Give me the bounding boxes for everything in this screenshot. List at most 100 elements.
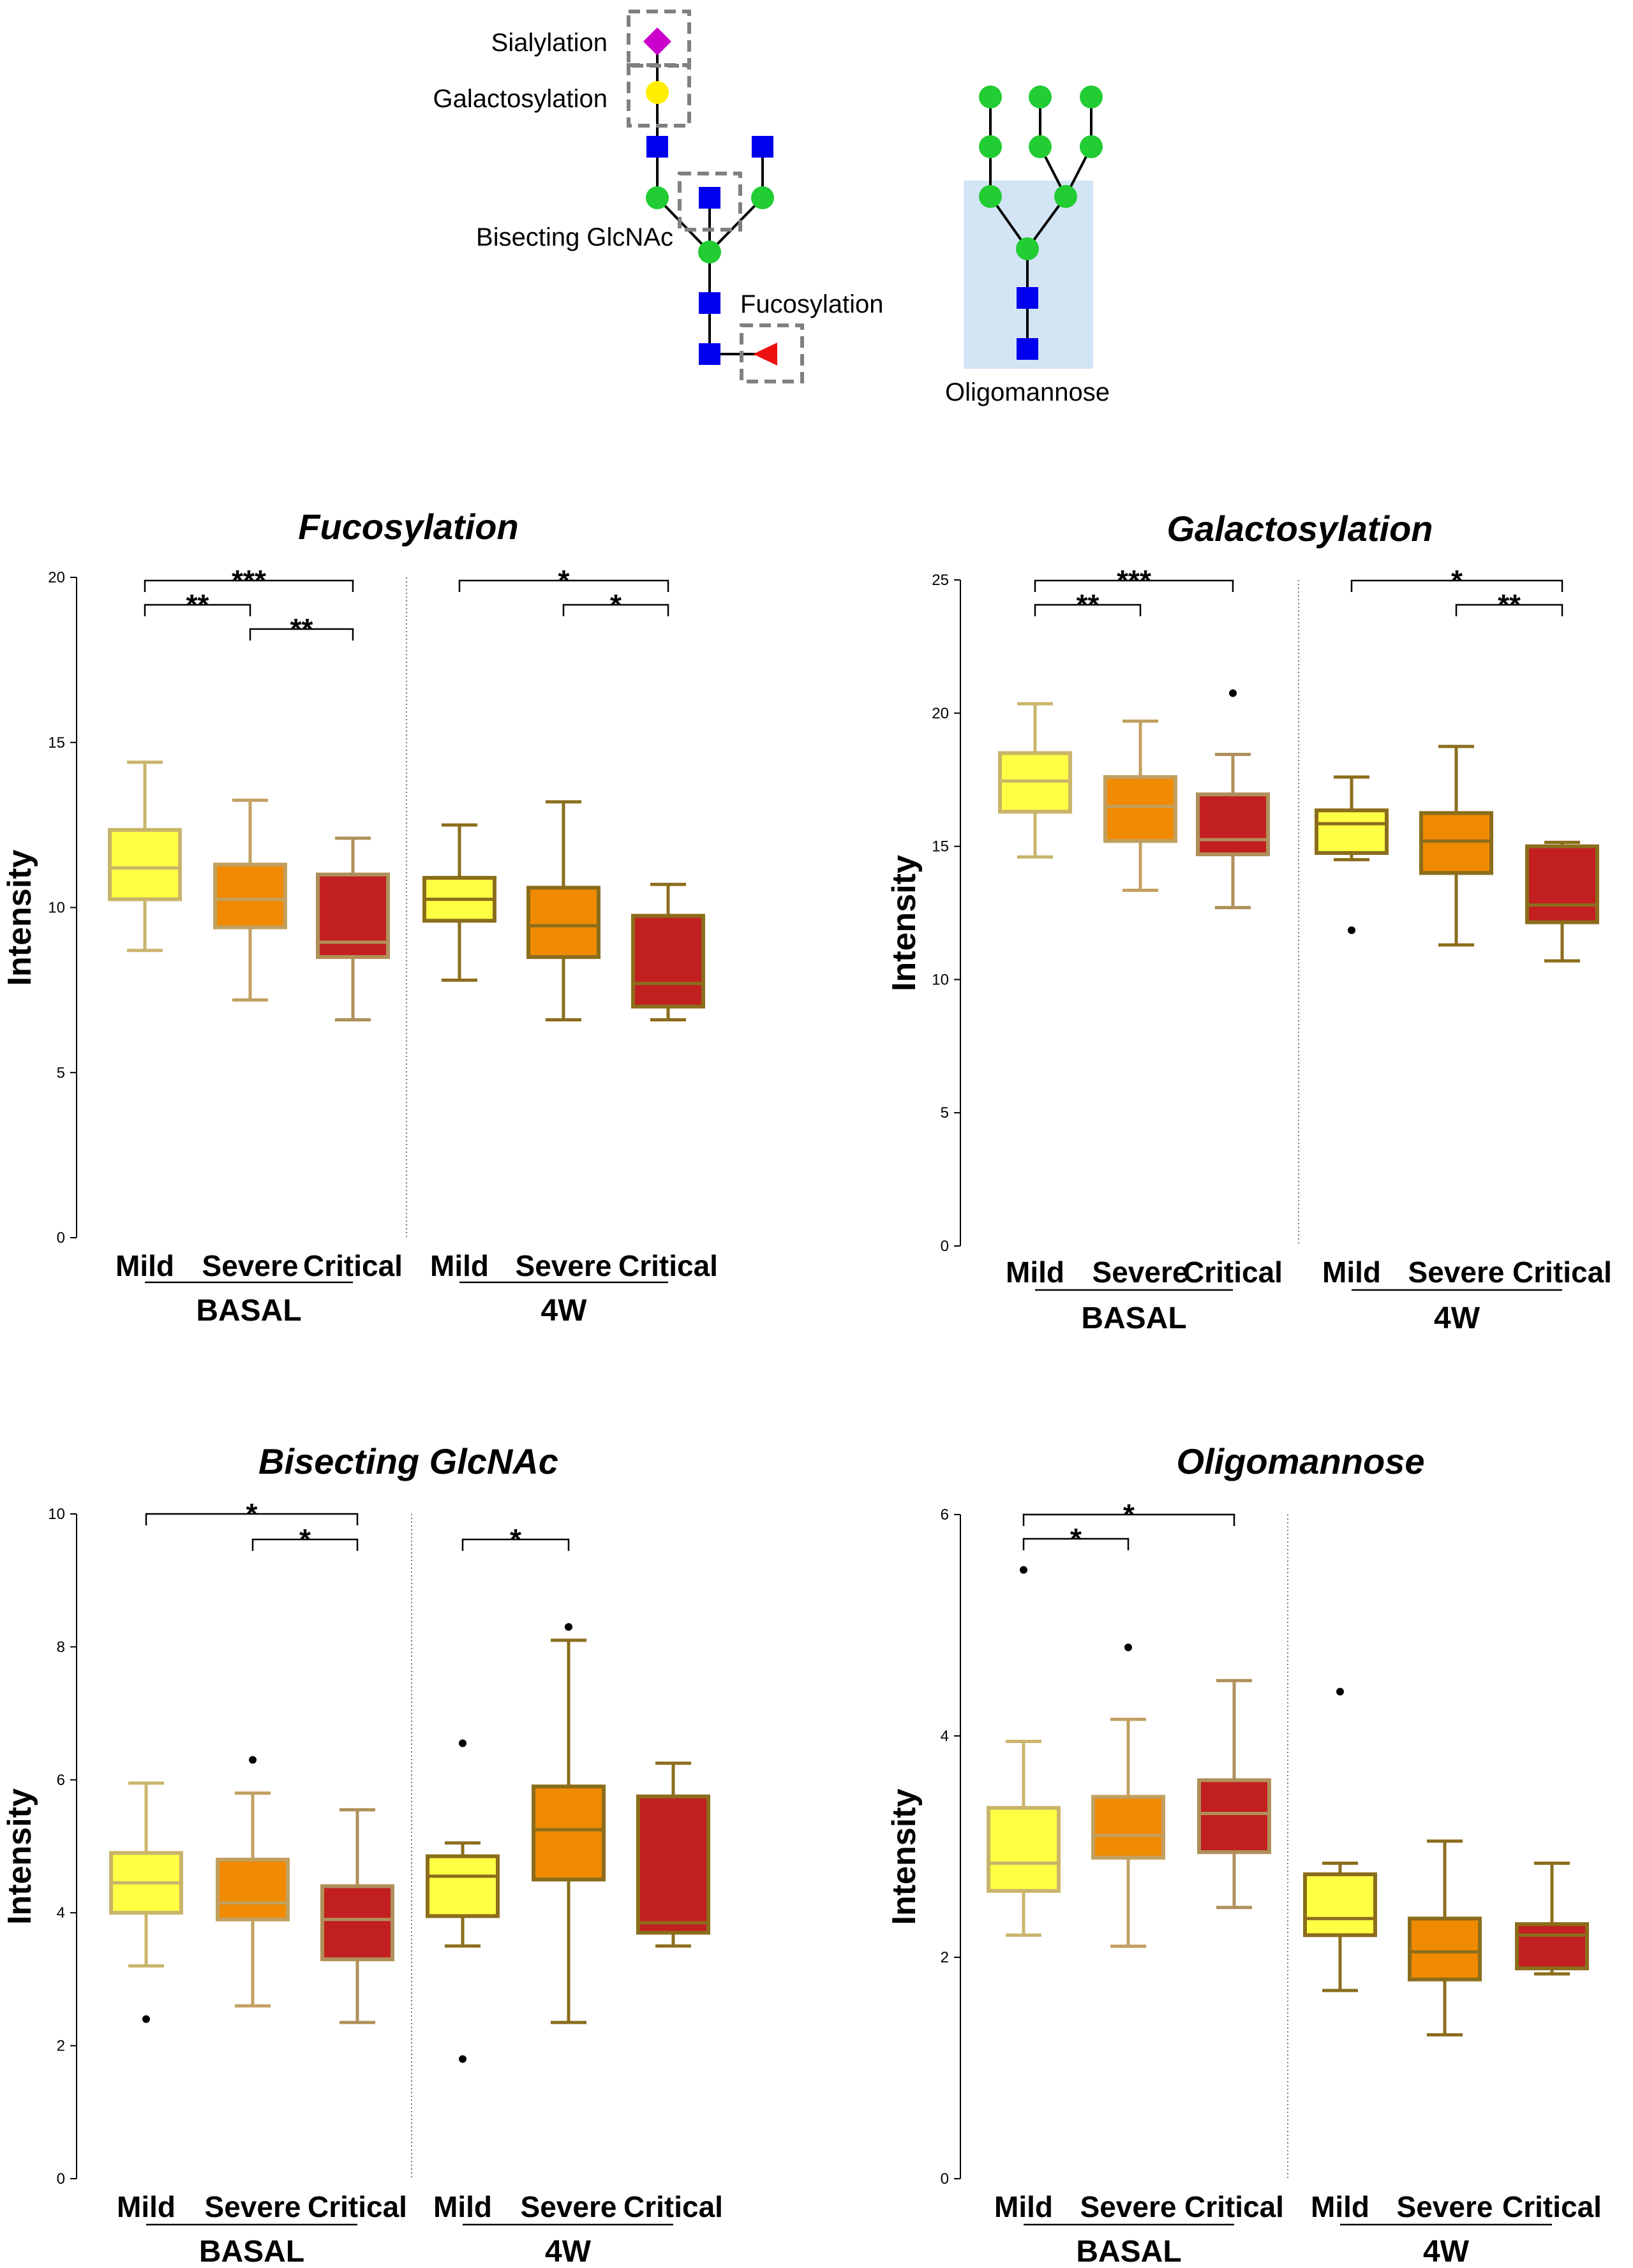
- significance-bracket: *: [251, 1523, 359, 1556]
- mannose-icon: [1029, 135, 1052, 158]
- bracket-line: [1034, 604, 1142, 616]
- glcnac-icon: [699, 343, 720, 365]
- x-category-label: Mild: [1322, 1256, 1381, 1289]
- box-iqr: [316, 872, 390, 960]
- group-label: 4W: [541, 1294, 588, 1328]
- box-critical-basal: [1196, 689, 1270, 910]
- chart-title: Oligomannose: [1177, 1441, 1425, 1481]
- significance-bracket: ***: [144, 564, 354, 597]
- x-category-label: Critical: [1512, 1256, 1612, 1289]
- significance-stars: *: [558, 564, 570, 597]
- significance-bracket: *: [1022, 1498, 1235, 1531]
- galactose-icon: [646, 81, 669, 104]
- x-category-label: Critical: [1184, 2190, 1284, 2223]
- box-mild-4w: [1303, 1687, 1377, 1992]
- box-severe-4w: [532, 1623, 606, 2024]
- significance-stars: ***: [1117, 564, 1151, 597]
- group-label: 4W: [545, 2235, 592, 2268]
- box-iqr: [1525, 844, 1599, 924]
- galactosylation-box: [627, 63, 691, 128]
- sialylation-box: [627, 10, 691, 68]
- bisecting-glcnac-chart: Bisecting GlcNAc 0 2 4 6 8 10 Intensity * * * Mild S…: [1, 1441, 723, 2268]
- bracket-line: [1022, 1513, 1235, 1526]
- x-category-label: Severe: [1080, 2190, 1177, 2223]
- bracket-line: [1022, 1538, 1130, 1550]
- outlier-point: [1348, 926, 1355, 935]
- significance-bracket: ***: [1034, 564, 1234, 597]
- x-category-label: Severe: [205, 2190, 301, 2223]
- y-tick-label: 5: [57, 1064, 65, 1081]
- y-tick-label: 4: [941, 1728, 949, 1745]
- y-tick-label: 6: [941, 1506, 949, 1523]
- box-severe-basal: [213, 798, 287, 1002]
- significance-stars: ***: [232, 564, 266, 597]
- outlier-point: [459, 2055, 466, 2063]
- group-label: BASAL: [196, 1294, 301, 1328]
- bracket-line: [1350, 579, 1563, 592]
- y-tick-label: 15: [932, 838, 949, 856]
- significance-bracket: *: [562, 588, 669, 621]
- box-severe-4w: [1419, 745, 1493, 947]
- box-iqr: [213, 863, 287, 930]
- box-iqr: [108, 827, 182, 901]
- mannose-icon: [1080, 135, 1103, 158]
- box-iqr: [1408, 1916, 1482, 1982]
- box-mild-basal: [109, 1781, 183, 2023]
- x-category-label: Mild: [433, 2190, 492, 2223]
- y-tick-label: 6: [57, 1772, 65, 1789]
- y-tick-label: 15: [48, 734, 65, 752]
- y-axis-label: Intensity: [886, 1789, 923, 1925]
- significance-stars: *: [510, 1523, 521, 1556]
- significance-bracket: **: [1034, 588, 1142, 621]
- fucosylation-label: Fucosylation: [740, 290, 884, 318]
- y-tick-label: 25: [932, 572, 949, 589]
- mannose-icon: [1029, 85, 1052, 108]
- mannose-icon: [979, 135, 1002, 158]
- box-iqr: [216, 1857, 290, 1922]
- box-severe-basal: [216, 1756, 290, 2008]
- bracket-line: [251, 1538, 359, 1551]
- box-iqr: [636, 1794, 710, 1935]
- outlier-point: [565, 1623, 572, 1631]
- glcnac-icon: [646, 136, 668, 158]
- mannose-icon: [1080, 85, 1103, 108]
- box-critical-4w: [1525, 840, 1599, 963]
- x-category-label: Mild: [994, 2190, 1053, 2223]
- box-critical-4w: [1515, 1862, 1589, 1976]
- box-mild-4w: [1315, 775, 1389, 935]
- y-tick-label: 0: [941, 2170, 949, 2188]
- chart-title: Bisecting GlcNAc: [258, 1441, 558, 1481]
- glcnac-icon: [1017, 287, 1038, 309]
- outlier-point: [1124, 1643, 1132, 1652]
- box-iqr: [1303, 1872, 1377, 1938]
- outlier-point: [249, 1756, 257, 1764]
- significance-stars: *: [1451, 564, 1463, 597]
- significance-bracket: *: [145, 1497, 359, 1531]
- bracket-line: [249, 628, 354, 641]
- box-critical-basal: [316, 836, 390, 1021]
- group-label: BASAL: [1081, 1301, 1186, 1335]
- y-tick-label: 2: [57, 2038, 65, 2055]
- box-mild-4w: [426, 1739, 500, 2063]
- outlier-point: [1229, 689, 1237, 697]
- x-category-label: Critical: [303, 1249, 403, 1282]
- box-mild-4w: [422, 823, 496, 982]
- box-critical-basal: [320, 1808, 394, 2024]
- box-critical-4w: [631, 882, 705, 1021]
- box-iqr: [526, 886, 600, 960]
- significance-bracket: **: [249, 612, 354, 646]
- box-iqr: [1315, 808, 1389, 856]
- box-iqr: [631, 914, 705, 1009]
- box-mild-basal: [108, 760, 182, 952]
- x-category-label: Mild: [430, 1249, 489, 1282]
- y-tick-label: 0: [941, 1238, 949, 1255]
- box-iqr: [1419, 811, 1493, 875]
- group-label: 4W: [1423, 2235, 1470, 2268]
- y-tick-label: 20: [48, 569, 65, 586]
- sialylation-label: Sialylation: [491, 29, 608, 57]
- x-category-label: Critical: [1183, 1256, 1283, 1289]
- bracket-line: [1034, 579, 1234, 592]
- fucose-icon: [753, 343, 777, 366]
- x-category-label: Critical: [308, 2190, 407, 2223]
- x-category-label: Severe: [516, 1249, 612, 1282]
